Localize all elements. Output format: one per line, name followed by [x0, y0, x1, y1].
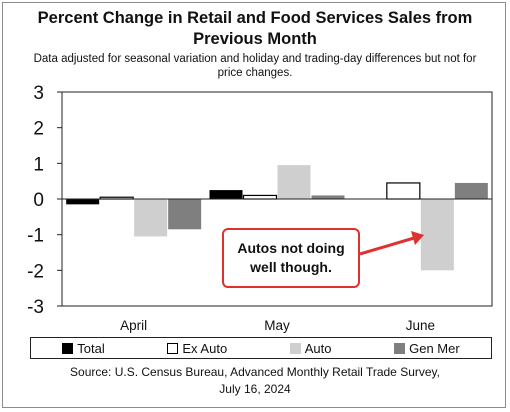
chart-subtitle: Data adjusted for seasonal variation and… — [10, 52, 500, 80]
x-tick-label: April — [120, 318, 147, 333]
legend-item-auto: Auto — [289, 340, 332, 356]
legend-label: Auto — [304, 340, 332, 356]
chart-subtitle-line-2: price changes. — [217, 67, 293, 79]
y-tick-label: 3 — [33, 83, 44, 104]
x-tick-label: June — [406, 318, 435, 333]
chart-title: Percent Change in Retail and Food Servic… — [0, 8, 510, 50]
bar-auto — [134, 199, 168, 237]
annotation-line-2: well though. — [250, 259, 332, 275]
legend-label: Gen Mer — [409, 340, 460, 356]
chart-title-line-2: Previous Month — [193, 30, 317, 48]
bar-ex-auto — [386, 182, 421, 200]
y-tick-label: 1 — [33, 154, 44, 175]
legend-item-ex-auto: Ex Auto — [167, 341, 227, 356]
source-line-2: July 16, 2024 — [219, 382, 291, 396]
bar-gen-mer — [168, 199, 202, 230]
legend-swatch — [394, 342, 406, 354]
chart-subtitle-line-1: Data adjusted for seasonal variation and… — [33, 53, 477, 65]
bar-total — [209, 190, 243, 199]
source-line-1: Source: U.S. Census Bureau, Advanced Mon… — [70, 365, 440, 379]
legend-label: Total — [77, 340, 105, 356]
bar-total — [66, 199, 100, 205]
legend-swatch — [289, 342, 301, 354]
chart-title-line-1: Percent Change in Retail and Food Servic… — [37, 9, 473, 27]
annotation-callout: Autos not doing well though. — [222, 228, 360, 288]
bar-ex-auto — [242, 194, 278, 200]
bar-gen-mer — [311, 195, 345, 199]
y-tick-label: -1 — [27, 226, 44, 247]
y-tick-label: -3 — [27, 297, 44, 318]
annotation-arrow-shaft — [359, 236, 415, 256]
chart-legend: Total Ex Auto Auto Gen Mer — [30, 337, 492, 359]
legend-item-gen-mer: Gen Mer — [394, 341, 460, 356]
annotation-arrow-head — [411, 231, 424, 245]
legend-label: Ex Auto — [182, 340, 228, 356]
y-tick-label: -2 — [27, 261, 44, 282]
legend-item-total: Total — [62, 340, 105, 356]
y-tick-label: 0 — [33, 190, 44, 211]
annotation-line-1: Autos not doing — [237, 240, 345, 256]
legend-swatch — [167, 342, 179, 354]
legend-swatch — [62, 342, 74, 354]
bar-auto — [277, 165, 311, 199]
bar-auto — [420, 199, 454, 271]
bar-gen-mer — [454, 182, 488, 199]
x-tick-label: May — [264, 318, 290, 333]
y-tick-label: 2 — [33, 119, 44, 140]
source-note: Source: U.S. Census Bureau, Advanced Mon… — [0, 364, 510, 398]
